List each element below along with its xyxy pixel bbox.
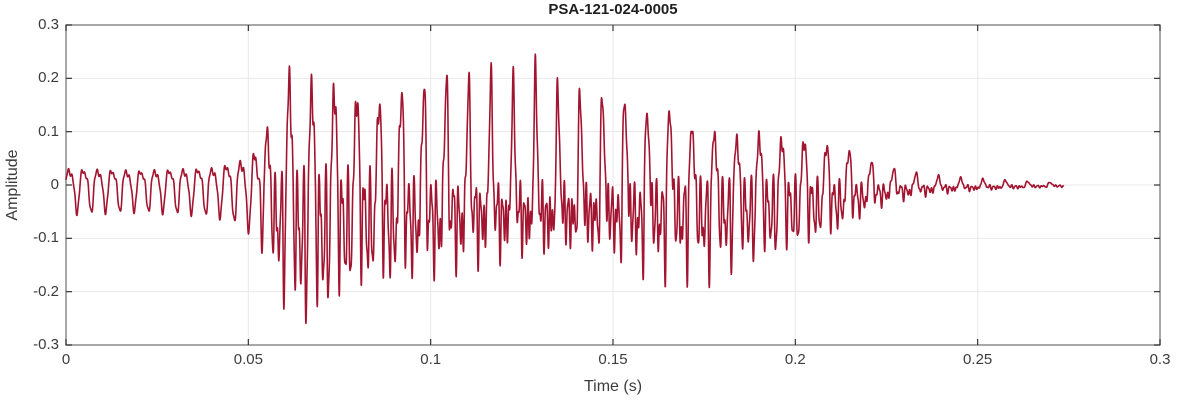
y-tick-label: 0.1 (38, 122, 59, 140)
x-tick-label: 0.25 (963, 351, 993, 368)
y-tick-label: -0.3 (33, 336, 59, 353)
x-tick-label: 0.15 (598, 351, 628, 368)
chart-title: PSA-121-024-0005 (548, 1, 678, 18)
x-tick-label: 0.2 (784, 351, 806, 368)
y-tick-label: 0 (50, 176, 59, 193)
y-tick-label: 0.3 (38, 16, 59, 33)
y-tick-label: 0.2 (38, 69, 59, 87)
y-tick-label: -0.1 (33, 229, 59, 247)
x-tick-label: 0 (61, 351, 71, 368)
x-tick-label: 0.05 (233, 351, 263, 368)
waveform-line (65, 53, 1065, 325)
x-tick-label: 0.1 (420, 351, 442, 368)
x-axis-label: Time (s) (583, 378, 643, 395)
x-tick-label: 0.3 (1149, 351, 1171, 368)
y-tick-label: -0.2 (33, 282, 59, 300)
